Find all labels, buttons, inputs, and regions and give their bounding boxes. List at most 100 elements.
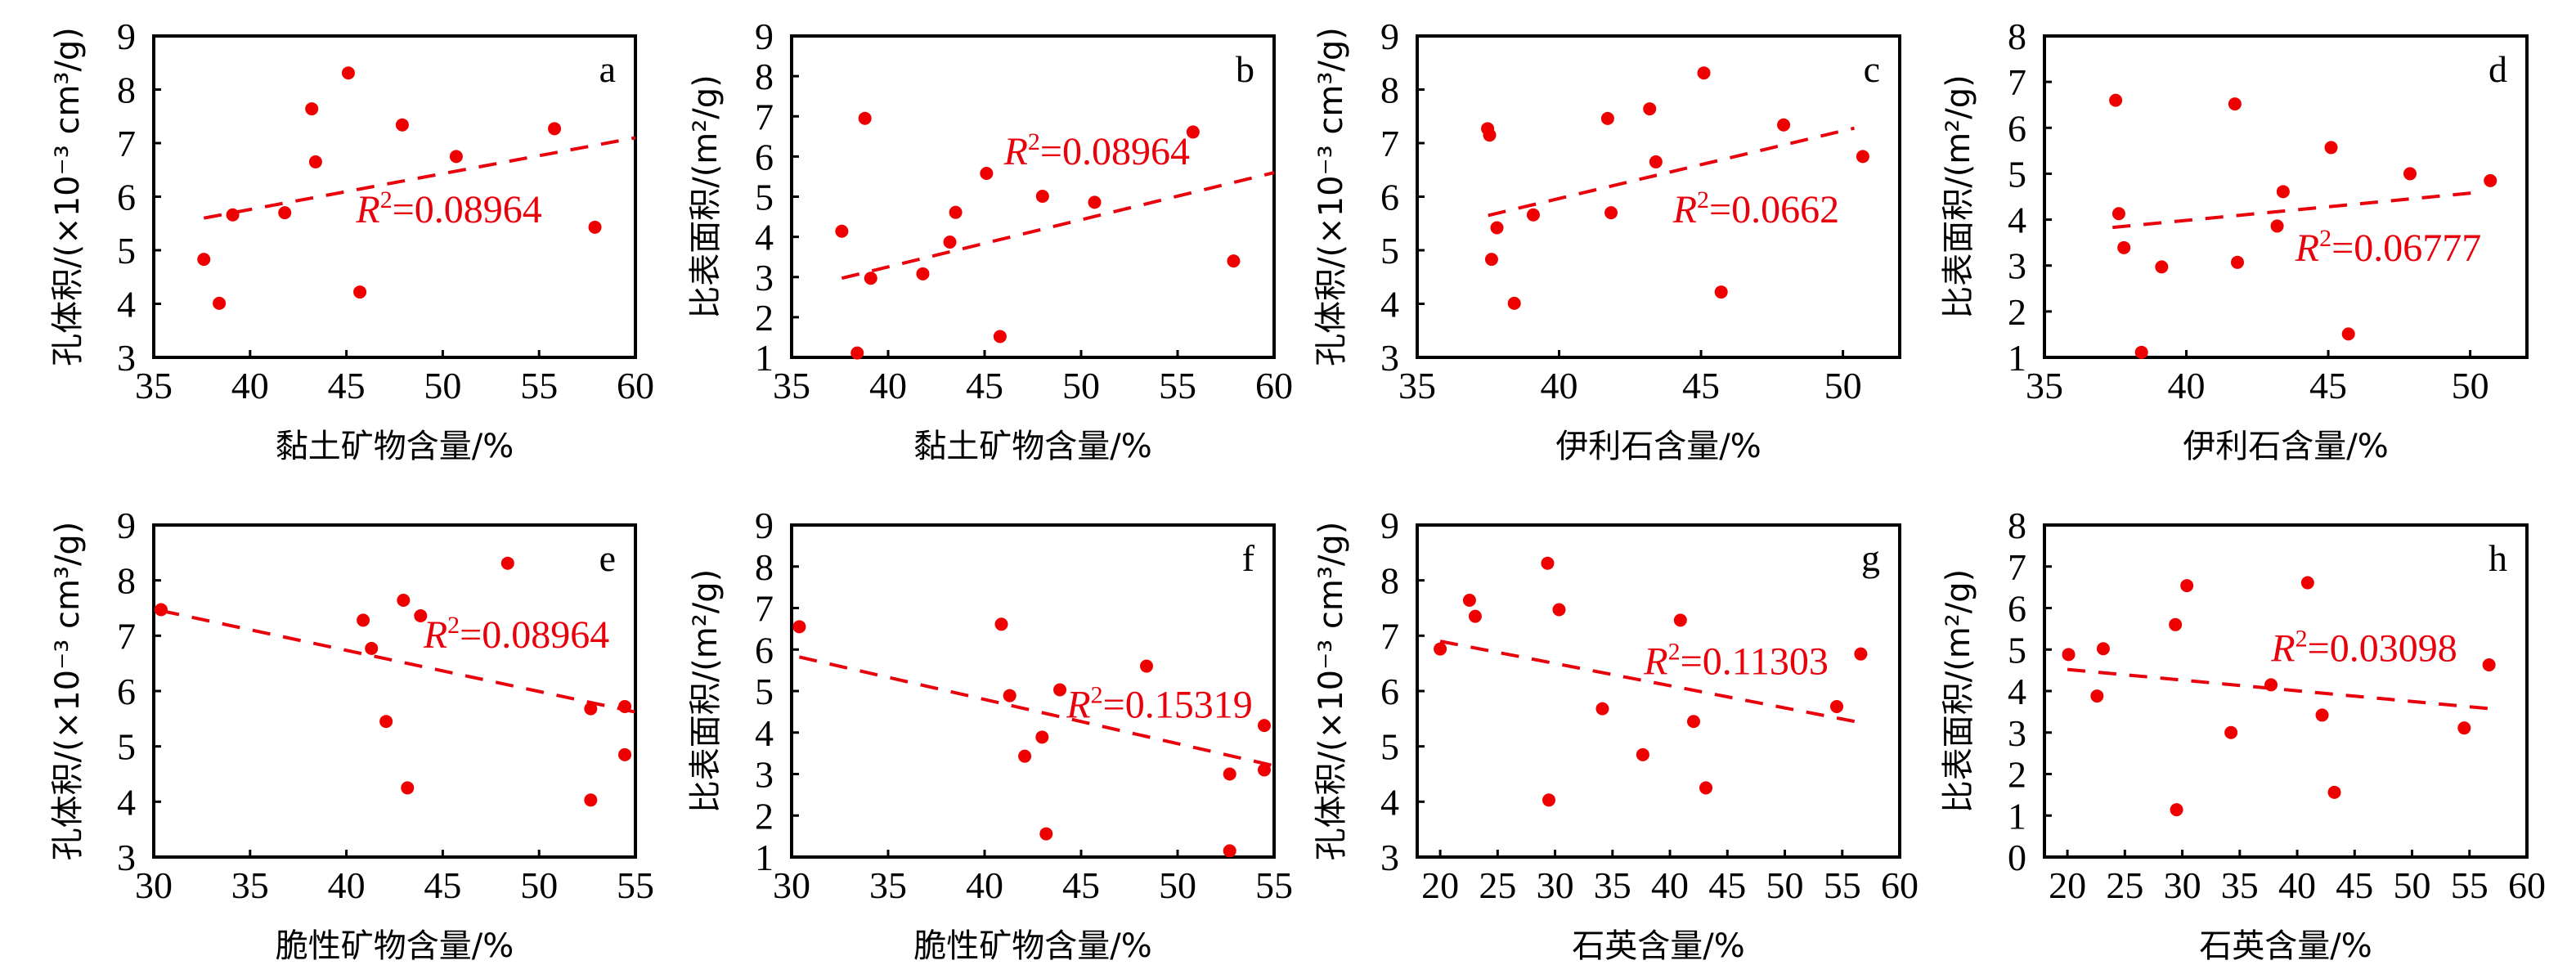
y-tick-label: 3 <box>755 754 774 796</box>
plot-frame <box>790 34 1276 359</box>
data-point <box>1490 221 1504 235</box>
y-tick-label: 8 <box>117 560 136 602</box>
y-tick-label: 7 <box>2008 546 2026 588</box>
data-point <box>2090 689 2104 703</box>
r-superscript: 2 <box>1697 186 1709 213</box>
x-tick-label: 35 <box>2026 365 2063 406</box>
x-tick-label: 55 <box>1824 864 1861 906</box>
y-tick-label: 6 <box>1380 177 1399 218</box>
data-point <box>308 155 322 168</box>
y-tick-label: 3 <box>755 257 774 298</box>
r-symbol: R <box>1003 130 1028 173</box>
x-tick-label: 40 <box>231 365 269 406</box>
data-point <box>949 205 963 219</box>
data-point <box>588 220 602 234</box>
y-axis-title: 比表面积/(m²/g) <box>1940 569 1977 814</box>
x-axis-title: 黏土矿物含量/% <box>276 428 514 465</box>
y-tick-label: 5 <box>117 230 136 272</box>
data-point <box>414 608 428 622</box>
x-tick-label: 55 <box>2451 864 2488 906</box>
x-tick-label: 40 <box>1651 864 1689 906</box>
y-tick-label: 7 <box>1380 615 1399 657</box>
data-point <box>341 66 355 80</box>
y-tick-label: 5 <box>117 726 136 768</box>
panel-letter: b <box>1236 48 1254 90</box>
data-point <box>1595 702 1609 716</box>
r-squared-label: R2=0.06777R²=0.06777 <box>2295 225 2481 270</box>
y-tick-label: 6 <box>1380 671 1399 712</box>
x-tick-label: 50 <box>1824 365 1862 406</box>
y-tick-label: 2 <box>755 297 774 339</box>
data-point <box>1035 190 1049 204</box>
r-squared-value: =0.0662 <box>1709 188 1839 231</box>
data-point <box>916 267 930 281</box>
r-squared-value: =0.06777 <box>2331 227 2481 270</box>
data-point <box>2169 617 2183 631</box>
data-point <box>357 613 370 627</box>
plot-frame <box>2043 34 2529 359</box>
data-point <box>850 346 864 360</box>
y-tick-label: 8 <box>117 70 136 111</box>
r-superscript: 2 <box>1028 128 1040 155</box>
data-point <box>1223 767 1236 781</box>
plot-frame <box>1416 523 1901 859</box>
y-tick-label: 6 <box>755 136 774 177</box>
x-tick-label: 25 <box>2106 864 2143 906</box>
x-axis-title: 伊利石含量/% <box>2183 428 2388 465</box>
r-squared-label: R2=0.11303R²=0.11303 <box>1643 639 1829 684</box>
y-tick-label: 4 <box>755 217 774 258</box>
trendline <box>798 655 1275 768</box>
data-point <box>2484 173 2497 187</box>
data-point <box>226 208 240 222</box>
y-tick-label: 6 <box>2008 588 2026 630</box>
y-tick-label: 5 <box>1380 726 1399 768</box>
x-axis-title: 伊利石含量/% <box>1555 428 1761 465</box>
data-point <box>1854 647 1868 661</box>
x-tick-label: 40 <box>2168 365 2206 406</box>
panel-letter: a <box>599 48 616 90</box>
data-point <box>864 272 877 285</box>
r-superscript: 2 <box>1091 681 1103 708</box>
data-point <box>2327 785 2341 799</box>
x-tick-label: 20 <box>1421 864 1459 906</box>
r-symbol: R <box>2295 227 2319 270</box>
x-tick-label: 50 <box>2452 365 2489 406</box>
r-squared-label: R2=0.08964R²=0.08964 <box>1003 128 1190 173</box>
data-point <box>1604 206 1618 220</box>
x-tick-label: 40 <box>869 365 907 406</box>
x-tick-label: 60 <box>1881 864 1919 906</box>
data-point <box>1552 603 1566 617</box>
data-point <box>395 118 409 132</box>
data-point <box>1643 102 1657 116</box>
x-axis-title: 黏土矿物含量/% <box>913 428 1151 465</box>
y-tick-label: 5 <box>1380 230 1399 272</box>
data-point <box>2315 708 2329 722</box>
y-tick-label: 7 <box>117 123 136 164</box>
data-point <box>1636 747 1649 761</box>
data-point <box>994 617 1008 631</box>
data-point <box>2180 579 2194 593</box>
plot-frame <box>152 523 637 859</box>
data-point <box>1140 659 1154 673</box>
x-tick-label: 55 <box>1255 864 1293 906</box>
data-point <box>2109 93 2123 107</box>
x-tick-label: 30 <box>773 864 810 906</box>
data-point <box>1541 556 1555 570</box>
r-squared-label: R2=0.03098R²=0.03098 <box>2270 625 2457 670</box>
data-point <box>213 296 227 310</box>
data-point <box>1777 118 1791 132</box>
data-point <box>1600 111 1614 125</box>
y-tick-label: 3 <box>1380 337 1399 379</box>
data-point <box>197 253 211 267</box>
panel-h: 20 25 30 35 40 45 50 55 60012345678石英含量/%比表面积/(m… <box>1940 505 2546 965</box>
panel-b: 35 40 45 50 55 60123456789黏土矿物含量/%比表面积/(m²/g)… <box>687 16 1293 465</box>
y-tick-label: 3 <box>1380 837 1399 878</box>
x-tick-label: 50 <box>2394 864 2431 906</box>
panel-letter: c <box>1864 48 1880 90</box>
x-tick-label: 40 <box>1541 365 1578 406</box>
y-tick-label: 6 <box>2008 107 2026 149</box>
data-point <box>1649 155 1663 168</box>
x-tick-label: 35 <box>231 864 269 906</box>
x-tick-label: 35 <box>869 864 907 906</box>
